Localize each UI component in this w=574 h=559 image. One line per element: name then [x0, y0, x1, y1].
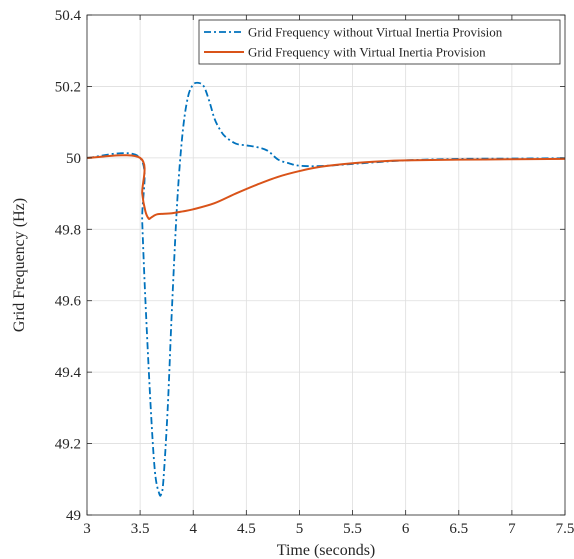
plot-frame	[86, 14, 566, 516]
y-axis-tick-labels: 49 49.2 49.4 49.6 49.8 50 50.2 50.4	[55, 8, 82, 524]
x-axis-tick-labels: 3 3.5 4 4.5 5 5.5 6 6.5 7 7.5	[83, 521, 574, 537]
x-tick-label: 4.5	[237, 521, 256, 537]
y-tick-label: 50	[66, 151, 81, 167]
x-tick-label: 5.5	[343, 521, 362, 537]
x-tick-label: 6.5	[449, 521, 468, 537]
legend-label-with-inertia: Grid Frequency with Virtual Inertia Prov…	[248, 45, 486, 60]
x-tick-label: 4	[189, 521, 197, 537]
y-tick-label: 50.2	[55, 79, 81, 95]
legend-label-without-inertia: Grid Frequency without Virtual Inertia P…	[248, 25, 503, 40]
plot-background	[87, 15, 565, 515]
x-tick-label: 5	[296, 521, 304, 537]
y-tick-label: 49	[66, 508, 81, 524]
y-tick-label: 50.4	[55, 8, 82, 24]
series-line-without-inertia	[86, 81, 566, 497]
y-tick-label: 49.2	[55, 437, 81, 453]
series-lines	[86, 81, 566, 497]
x-tick-label: 7	[508, 521, 516, 537]
y-axis-title: Grid Frequency (Hz)	[11, 198, 28, 332]
x-tick-label: 3.5	[131, 521, 150, 537]
legend: Grid Frequency without Virtual Inertia P…	[198, 19, 561, 65]
y-tick-label: 49.8	[55, 222, 81, 238]
x-tick-label: 7.5	[556, 521, 574, 537]
x-axis-title: Time (seconds)	[277, 542, 376, 559]
x-tick-label: 3	[83, 521, 91, 537]
x-tick-label: 6	[402, 521, 410, 537]
legend-box	[198, 19, 561, 65]
y-tick-label: 49.4	[55, 365, 82, 381]
axis-ticks	[86, 14, 566, 516]
series-line-with-inertia	[86, 154, 566, 220]
y-tick-label: 49.6	[55, 294, 82, 310]
